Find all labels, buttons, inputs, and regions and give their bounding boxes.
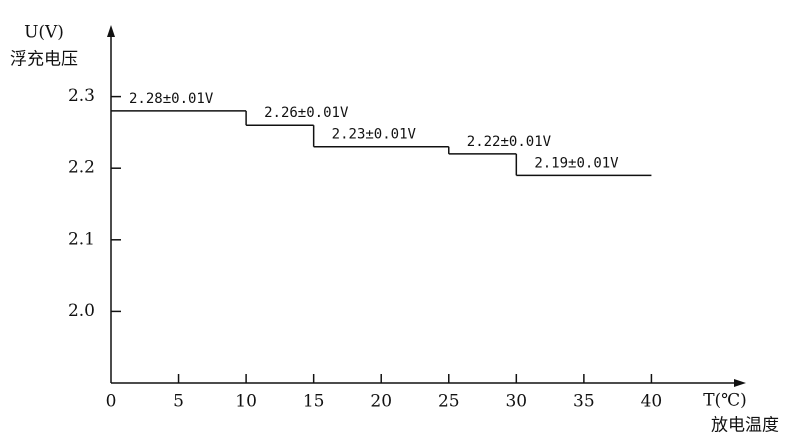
x-axis-label: T(℃) [703,391,747,411]
value-label: 2.28±0.01V [129,91,214,107]
x-tick-label: 20 [370,392,392,412]
value-label: 2.19±0.01V [534,155,619,171]
x-axis-name: 放电温度 [711,416,779,436]
x-tick-label: 40 [641,392,663,412]
y-tick-label: 2.3 [68,86,95,106]
y-tick-label: 2.1 [68,229,95,249]
y-tick-label: 2.0 [68,301,95,321]
value-label: 2.23±0.01V [332,127,417,143]
x-tick-label: 25 [438,392,460,412]
value-label: 2.26±0.01V [264,105,349,121]
x-axis-arrow [734,379,746,387]
value-label: 2.22±0.01V [467,134,552,150]
x-tick-label: 35 [573,392,595,412]
x-tick-label: 15 [303,392,325,412]
x-tick-label: 0 [106,392,117,412]
x-tick-label: 30 [505,392,527,412]
y-axis-label: U(V) [24,23,64,43]
y-tick-label: 2.2 [68,158,95,178]
x-tick-label: 5 [173,392,184,412]
y-axis-arrow [107,25,115,37]
x-tick-label: 10 [235,392,257,412]
y-axis-name: 浮充电压 [10,50,78,70]
